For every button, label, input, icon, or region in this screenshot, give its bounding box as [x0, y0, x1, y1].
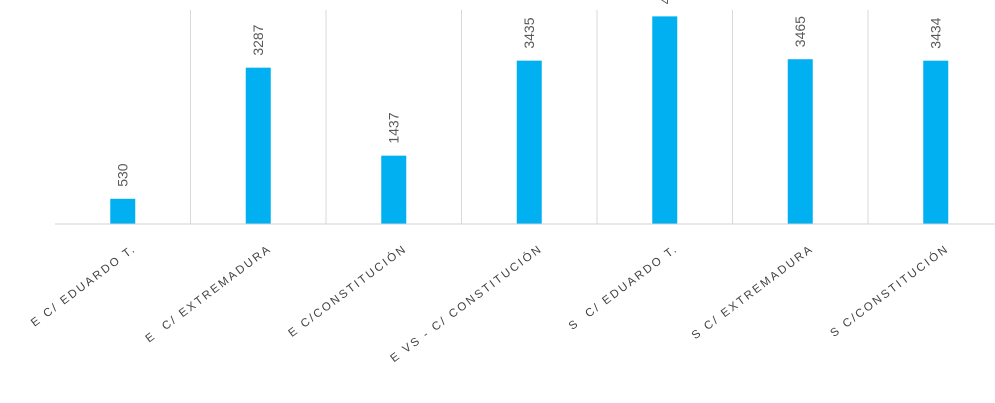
value-label: 4366: [657, 0, 673, 4]
bars: [110, 16, 949, 225]
category-label: E VS - C/ CONSTITUCIÓN: [388, 242, 545, 365]
value-label: 1437: [386, 112, 402, 143]
bar: [923, 60, 949, 225]
value-label: 3434: [928, 17, 944, 48]
bar: [245, 67, 271, 224]
category-label: S C/CONSTITUCIÓN: [828, 242, 952, 340]
value-label: 530: [115, 163, 131, 187]
category-labels: E C/ EDUARDO T. E C/ EXTREMADURA E C/CONST…: [29, 242, 951, 365]
value-label: 3287: [250, 24, 266, 55]
category-gridlines: [190, 10, 869, 224]
bar: [652, 16, 678, 225]
category-label: S C/ EDUARDO T.: [567, 243, 681, 333]
bar: [381, 155, 407, 224]
bar: [110, 198, 136, 224]
bar: [787, 59, 813, 224]
category-label: S C/ EXTREMADURA: [690, 243, 816, 342]
value-label: 3465: [792, 16, 808, 47]
category-label: E C/ EDUARDO T.: [29, 243, 138, 330]
category-label: E C/ EXTREMADURA: [144, 243, 274, 345]
value-labels: 530 3287 1437 3435 4366 3465 3434: [115, 0, 944, 187]
bar: [516, 60, 542, 224]
value-label: 3435: [521, 17, 537, 48]
category-label: E C/CONSTITUCIÓN: [286, 242, 410, 340]
